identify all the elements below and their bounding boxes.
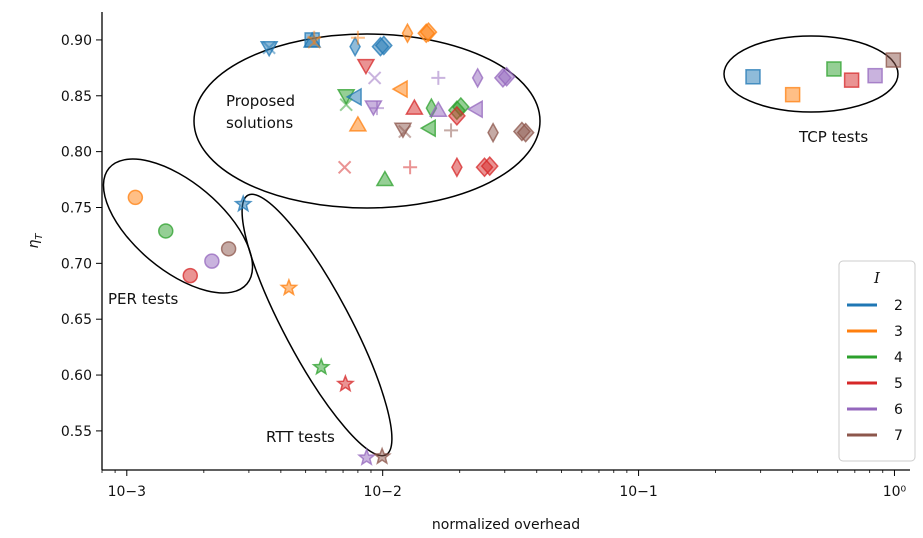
y-tick-label-7: 0.85 [61,89,92,105]
rtt-tests-point-3 [311,357,331,376]
annotations: Proposed solutions TCP tests PER tests RTT t… [108,92,868,446]
proposed-solutions-point-14 [356,58,376,76]
proposed-solutions-point-43 [375,170,395,187]
proposed-solutions-point-8 [350,30,365,45]
proposed-solutions-point-41 [337,160,352,174]
legend-title: I [873,269,881,287]
y-tick-label-5: 0.75 [61,200,92,216]
proposed-solutions-point-33 [348,115,368,132]
rtt-tests-point-5 [357,447,377,466]
axes: 0.55 0.60 0.65 0.70 0.75 0.80 0.85 0.90 10−3 10−2… [26,12,910,533]
proposed-solutions-point-19 [497,66,516,87]
proposed-solutions-point-28 [429,100,448,118]
proposed-solutions-point-31 [447,105,466,127]
ellipse-proposed-solutions [193,33,541,209]
per-tests-point-2 [158,223,174,239]
proposed-solutions-point-13 [419,21,438,43]
x-axis-label: normalized overhead [432,517,580,533]
legend-label-3: 3 [894,324,903,340]
y-axis-label-subscript: T [34,233,45,240]
x-tick-label-1: 10−3 [108,484,146,500]
proposed-solutions-point-21 [345,87,362,107]
data-points [127,21,902,466]
per-tests-point-1 [127,189,144,206]
per-tests-point-4 [204,253,220,269]
annotation-rtt-tests: RTT tests [266,428,335,446]
proposed-solutions-point-10 [374,35,393,56]
y-tick-label-1: 0.55 [61,424,92,440]
proposed-solutions-point-26 [405,98,424,115]
x-tick-label-3: 10−1 [619,484,657,500]
legend-label-2: 2 [894,298,903,314]
proposed-solutions-point-25 [369,101,384,116]
tcp-tests-point-1 [745,69,761,85]
proposed-solutions-point-23 [391,79,408,99]
group-ellipses [102,33,899,457]
x-tick-label-4: 10⁰ [883,484,907,500]
proposed-solutions-point-40 [516,122,535,143]
rtt-tests-point-1 [233,193,253,213]
rtt-tests-point-4 [335,373,356,393]
ellipse-per-tests [102,158,254,294]
annotation-proposed-solutions-line-1: Proposed [226,92,295,110]
annotation-proposed-solutions-line-2: solutions [226,114,293,132]
tcp-tests-point-6 [885,52,902,68]
legend-label-6: 6 [894,402,903,418]
proposed-solutions-point-46 [480,156,499,177]
legend-label-7: 7 [894,428,903,444]
y-tick-label-3: 0.65 [61,312,92,328]
proposed-solutions-point-37 [444,123,459,138]
proposed-solutions-point-35 [398,124,412,139]
proposed-solutions-point-32 [466,99,483,119]
rtt-tests-point-2 [279,277,299,297]
proposed-solutions-point-38 [487,122,499,144]
tcp-tests-point-5 [867,67,883,84]
rtt-tests-point-6 [372,446,392,465]
legend-label-4: 4 [894,350,903,366]
y-tick-label-2: 0.60 [61,368,92,384]
ellipse-tcp-tests [723,35,899,113]
legend-label-5: 5 [894,376,903,392]
proposed-solutions-point-44 [451,156,463,178]
annotation-tcp-tests: TCP tests [798,128,868,146]
per-tests-point-3 [182,267,199,284]
tcp-tests-point-4 [843,72,860,88]
y-tick-label-8: 0.90 [61,33,92,49]
proposed-solutions-point-16 [431,70,446,85]
y-axis-label: ηT [26,233,45,249]
annotation-per-tests: PER tests [108,290,179,308]
y-axis-label-symbol: η [26,239,42,248]
legend: I2 3 4 5 6 7 [838,260,916,462]
tcp-tests-point-2 [784,86,801,103]
proposed-solutions-point-15 [367,71,382,85]
proposed-solutions-point-11 [401,22,414,44]
legend-box [838,260,916,462]
x-tick-label-2: 10−2 [363,484,401,500]
proposed-solutions-point-22 [339,98,353,112]
y-tick-label-4: 0.70 [61,256,92,272]
per-tests-point-5 [220,241,237,257]
proposed-solutions-point-42 [403,160,418,175]
y-tick-label-6: 0.80 [61,145,92,161]
proposed-solutions-point-6 [307,35,321,49]
proposed-solutions-point-2 [262,41,276,55]
proposed-solutions-point-36 [419,118,436,138]
ellipse-rtt-tests [241,193,393,457]
tcp-tests-point-3 [826,61,842,77]
proposed-solutions-point-17 [471,67,484,89]
